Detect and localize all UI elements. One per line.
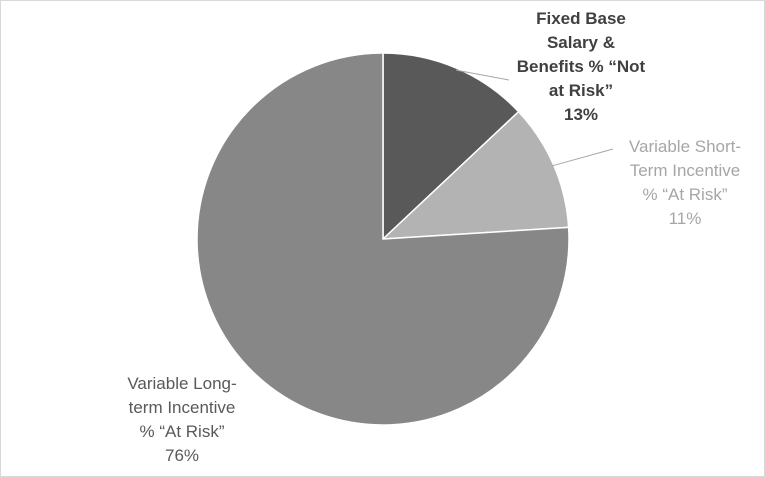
slice-label-line: term Incentive	[128, 398, 236, 417]
leader-line	[551, 148, 614, 167]
pie-slice-variable-long-term	[196, 52, 570, 426]
pie-slice-fixed-base	[382, 52, 520, 241]
leader-line	[455, 69, 510, 81]
slice-label-variable-short-term: Variable Short- Term Incentive % “At Ris…	[597, 135, 765, 231]
slice-percent-variable-long-term: 76%	[164, 446, 200, 465]
slice-percent-variable-short-term: 11%	[668, 209, 702, 228]
slice-label-line: % “At Risk”	[139, 422, 225, 441]
slice-label-line: Term Incentive	[629, 161, 741, 180]
slice-label-line: Fixed Base	[536, 9, 626, 28]
slice-label-line: Salary &	[546, 33, 616, 52]
slice-label-fixed-base: Fixed Base Salary & Benefits % “Not at R…	[491, 7, 671, 127]
slice-label-line: % “At Risk”	[642, 185, 728, 204]
slice-percent-fixed-base: 13%	[563, 105, 599, 124]
slice-label-variable-long-term: Variable Long- term Incentive % “At Risk…	[97, 372, 267, 468]
slice-label-line: Benefits % “Not	[516, 57, 646, 76]
slice-label-line: at Risk”	[548, 81, 614, 100]
slice-label-line: Variable Long-	[127, 374, 237, 393]
slice-label-line: Variable Short-	[628, 137, 742, 156]
